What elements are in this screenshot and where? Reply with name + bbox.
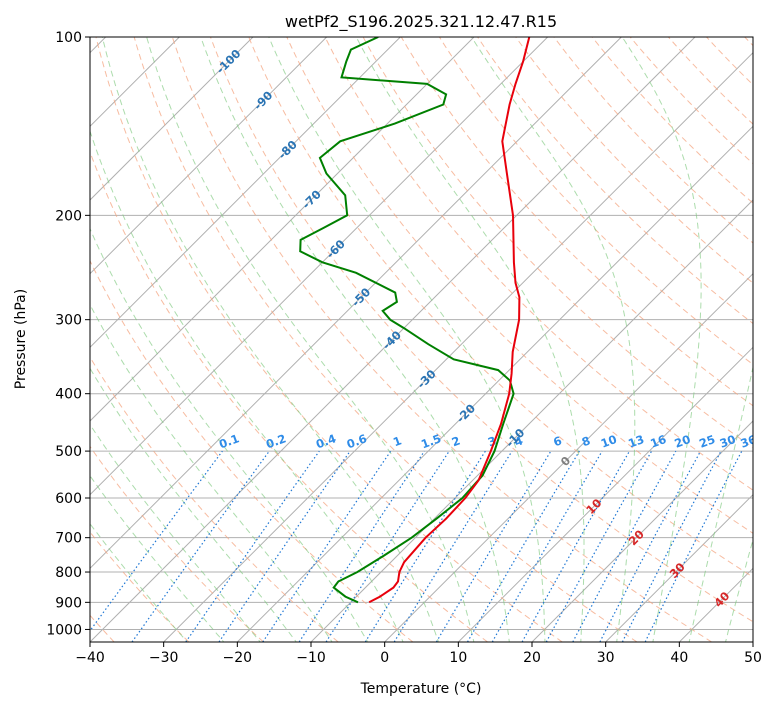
- y-tick-label: 1000: [46, 622, 82, 638]
- y-tick-label: 300: [55, 313, 82, 329]
- y-tick-label: 500: [55, 444, 82, 460]
- x-tick-label: 10: [449, 650, 467, 666]
- x-axis-label: Temperature (°C): [360, 681, 482, 697]
- x-tick-label: −30: [149, 650, 179, 666]
- x-tick-label: −20: [223, 650, 253, 666]
- x-tick-label: 40: [670, 650, 688, 666]
- y-tick-label: 200: [55, 208, 82, 224]
- x-tick-label: 0: [380, 650, 389, 666]
- x-tick-label: 30: [597, 650, 615, 666]
- y-tick-label: 600: [55, 491, 82, 507]
- chart-title: wetPf2_S196.2025.321.12.47.R15: [285, 12, 557, 32]
- y-tick-label: 100: [55, 30, 82, 46]
- y-tick-label: 800: [55, 565, 82, 581]
- x-tick-label: −40: [75, 650, 105, 666]
- x-tick-label: 50: [744, 650, 762, 666]
- y-tick-label: 400: [55, 387, 82, 403]
- y-tick-label: 700: [55, 531, 82, 547]
- x-tick-label: 20: [523, 650, 541, 666]
- x-tick-label: −10: [296, 650, 326, 666]
- y-axis-label: Pressure (hPa): [13, 289, 29, 389]
- y-tick-label: 900: [55, 595, 82, 611]
